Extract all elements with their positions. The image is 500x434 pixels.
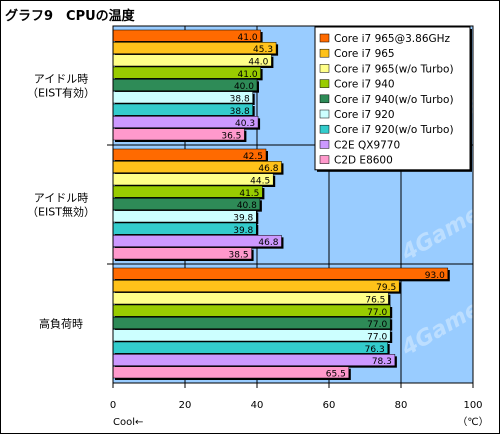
data-label: 78.3 [372, 357, 392, 367]
bar [112, 317, 391, 329]
legend-swatch [319, 48, 330, 58]
legend-label: C2E QX9770 [334, 139, 400, 151]
data-label: 77.0 [367, 320, 387, 330]
category-label: （EIST有効） [27, 86, 95, 100]
data-label: 41.0 [238, 70, 258, 80]
data-label: 42.5 [243, 152, 263, 162]
data-label: 41.5 [239, 189, 259, 199]
data-label: 44.0 [248, 58, 268, 68]
data-label: 39.8 [233, 214, 253, 224]
data-label: 41.0 [238, 33, 258, 43]
bar [112, 161, 282, 173]
bar [112, 304, 391, 317]
bar [112, 354, 396, 366]
bar [112, 292, 389, 305]
x-tick-label: 40 [251, 400, 264, 411]
chart-title: グラフ9 CPUの温度 [5, 9, 135, 24]
data-label: 45.3 [253, 45, 273, 55]
data-label: 77.0 [367, 333, 387, 343]
legend-swatch [319, 109, 330, 119]
legend-label: Core i7 965(w/o Turbo) [334, 63, 454, 75]
legend-label: Core i7 965 [334, 48, 395, 60]
legend-box [314, 26, 471, 171]
legend-swatch [319, 155, 330, 164]
data-label: 65.5 [326, 370, 346, 380]
x-axis-unit: （℃） [457, 416, 488, 428]
legend-label: Core i7 965@3.86GHz [334, 33, 451, 45]
bar [112, 341, 388, 354]
bar [112, 267, 449, 280]
legend-label: Core i7 940(w/o Turbo) [334, 94, 454, 106]
legend-label: Core i7 940 [334, 79, 395, 91]
legend-label: Core i7 920(w/o Turbo) [334, 124, 454, 136]
x-tick-label: 80 [395, 400, 408, 411]
legend-label: Core i7 920 [334, 109, 395, 121]
bar [112, 280, 400, 292]
data-label: 40.0 [234, 82, 254, 92]
legend-label: C2D E8600 [334, 155, 393, 167]
bar [112, 235, 282, 247]
bar [112, 329, 391, 342]
data-label: 39.8 [233, 226, 253, 236]
category-label: アイドル時 [34, 192, 88, 205]
data-label: 36.5 [221, 132, 241, 142]
data-label: 44.5 [250, 177, 270, 187]
legend-swatch [319, 33, 330, 43]
category-label: アイドル時 [34, 73, 88, 86]
data-label: 93.0 [425, 271, 445, 281]
x-tick-label: 0 [110, 400, 116, 411]
x-axis-left-label: Cool← [113, 417, 143, 428]
data-label: 77.0 [367, 308, 387, 318]
data-label: 46.8 [258, 238, 278, 248]
bar [112, 366, 350, 379]
legend-swatch [319, 64, 330, 73]
data-label: 40.3 [235, 119, 255, 129]
bar [112, 42, 277, 54]
category-label: （EIST無効） [27, 205, 95, 219]
legend-swatch [319, 124, 330, 134]
data-label: 38.8 [230, 95, 250, 105]
data-label: 38.8 [230, 107, 250, 117]
data-label: 46.8 [258, 164, 278, 174]
legend-swatch [319, 140, 330, 149]
data-label: 38.5 [229, 251, 249, 261]
x-tick-label: 60 [323, 400, 336, 411]
x-tick-label: 20 [179, 400, 192, 411]
legend-swatch [319, 94, 330, 104]
x-tick-label: 100 [463, 400, 482, 411]
data-label: 79.5 [376, 283, 396, 293]
data-label: 76.3 [365, 345, 385, 355]
data-label: 76.5 [365, 296, 385, 306]
data-label: 40.8 [237, 201, 257, 211]
plot-border [112, 25, 474, 384]
category-label: 高負荷時 [39, 317, 83, 331]
legend-swatch [319, 79, 330, 88]
